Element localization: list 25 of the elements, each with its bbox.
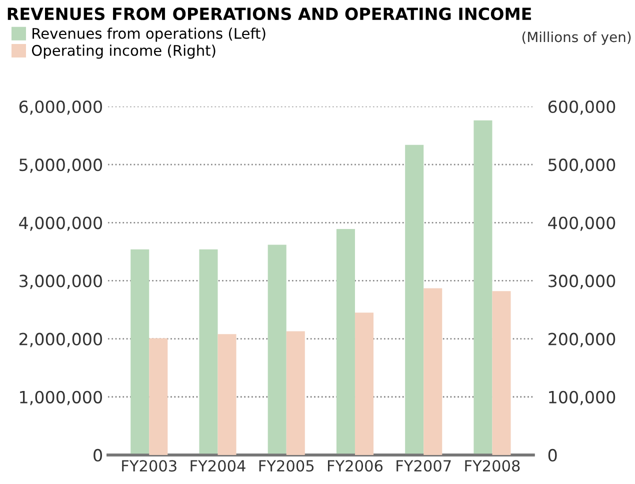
y-tick-label: 3,000,000	[20, 274, 102, 289]
y2-tick-label: 600,000	[548, 100, 616, 115]
y2-tick-label: 400,000	[548, 216, 616, 231]
legend-label: Revenues from operations (Left)	[32, 28, 266, 42]
y-tick-label: 6,000,000	[19, 100, 102, 115]
x-tick-label: FY2003	[122, 460, 176, 472]
legend-label: Operating income (Right)	[32, 44, 216, 59]
y-tick-label: 5,000,000	[20, 158, 102, 173]
x-tick-label: FY2008	[465, 460, 520, 472]
bar	[474, 120, 492, 455]
y2-tick-label: 500,000	[548, 158, 616, 173]
x-tick-label: FY2005	[259, 460, 314, 472]
y2-tick-label: 0	[548, 448, 557, 462]
y-tick-label: 4,000,000	[19, 216, 102, 231]
y2-tick-label: 100,000	[549, 390, 616, 406]
x-tick-label: FY2007	[396, 460, 451, 472]
y2-tick-label: 200,000	[548, 332, 616, 348]
y-tick-label: 2,000,000	[19, 332, 102, 348]
y-tick-label: 1,000,000	[20, 390, 102, 406]
chart-title: REVENUES FROM OPERATIONS AND OPERATING INCOME	[8, 8, 531, 20]
text: (Millions of yen)	[522, 31, 631, 45]
x-tick-label: FY2004	[190, 460, 246, 472]
x-tick-label: FY2006	[328, 460, 383, 472]
y-tick-label: 0	[94, 448, 102, 462]
y2-tick-label: 300,000	[548, 274, 616, 289]
